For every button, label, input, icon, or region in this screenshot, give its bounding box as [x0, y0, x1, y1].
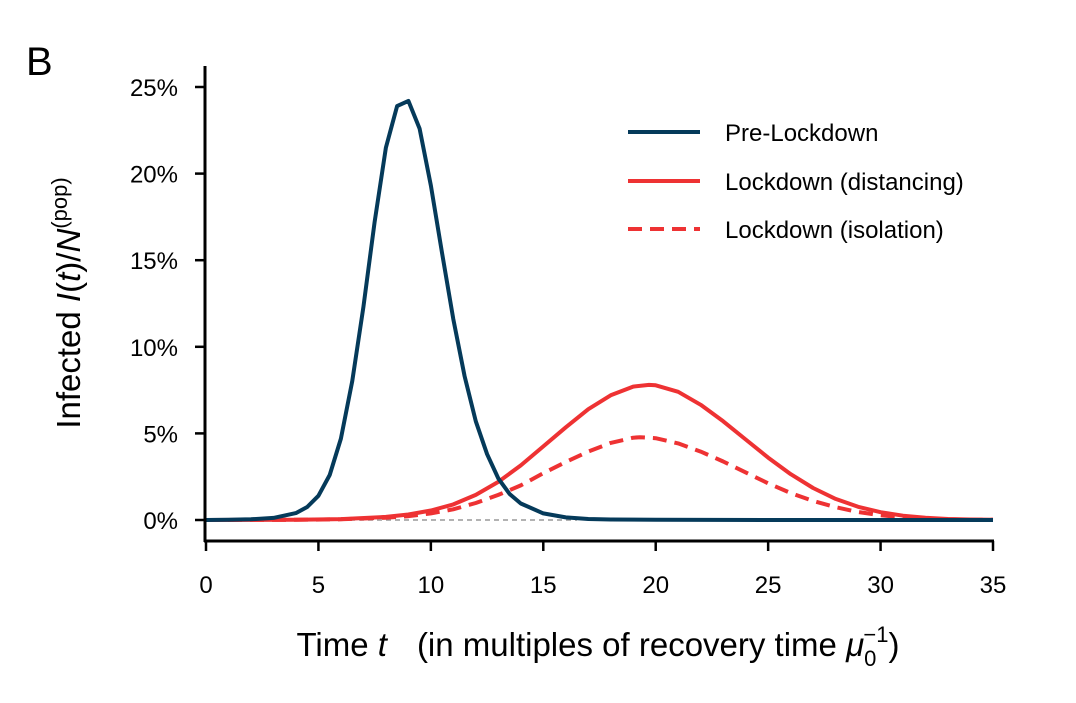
- y-axis-title-var-t: t: [50, 271, 87, 282]
- x-ticks: 0 5 10 15 20 25 30 35: [199, 541, 1006, 599]
- legend-label-pre-lockdown: Pre-Lockdown: [725, 120, 878, 147]
- y-tick-label: 15%: [130, 248, 178, 275]
- x-axis-title-suffix: ): [889, 626, 900, 663]
- x-tick-label: 25: [755, 572, 782, 599]
- y-tick-label: 25%: [130, 75, 178, 102]
- y-axis-title-superscript: (pop): [47, 177, 72, 228]
- x-axis-title: Time t (in multiples of recovery time μ0−…: [296, 622, 899, 671]
- y-ticks: 0% 5% 10% 15% 20% 25%: [130, 75, 205, 535]
- x-axis-title-middle: (in multiples of recovery time: [417, 626, 846, 663]
- x-axis-title-mu: μ: [845, 626, 864, 663]
- x-axis-title-prefix: Time: [296, 626, 377, 663]
- x-axis-title-variable: t: [378, 626, 389, 663]
- y-axis-title: Infected I(t)/N(pop): [47, 177, 87, 428]
- y-axis-title-paren-open: (: [50, 282, 87, 293]
- x-tick-label: 5: [312, 572, 325, 599]
- legend-label-lockdown-isolation: Lockdown (isolation): [725, 217, 944, 244]
- y-axis-title-var-i: I: [50, 293, 87, 302]
- panel-label: B: [26, 40, 53, 84]
- x-axis-title-superscript: −1: [863, 622, 888, 647]
- y-axis-title-paren-close: )/: [50, 252, 87, 273]
- y-tick-label: 0%: [143, 508, 178, 535]
- series-line-lockdown-isolation: [205, 435, 994, 522]
- y-tick-label: 5%: [143, 421, 178, 448]
- y-axis-title-var-n: N: [50, 229, 87, 253]
- x-tick-label: 15: [530, 572, 557, 599]
- x-tick-label: 35: [980, 572, 1007, 599]
- y-axis-title-prefix: Infected: [50, 302, 87, 429]
- series-line-pre-lockdown: [205, 98, 993, 522]
- y-tick-label: 10%: [130, 335, 178, 362]
- plot-lines: [205, 98, 994, 522]
- series-line-lockdown-distancing: [205, 382, 994, 522]
- x-tick-label: 10: [418, 572, 445, 599]
- x-axis-title-subscript: 0: [864, 646, 876, 671]
- x-tick-label: 20: [642, 572, 669, 599]
- legend-label-lockdown-distancing: Lockdown (distancing): [725, 169, 964, 196]
- y-tick-label: 20%: [130, 162, 178, 189]
- x-tick-label: 30: [867, 572, 894, 599]
- x-tick-label: 0: [199, 572, 212, 599]
- legend: Pre-Lockdown Lockdown (distancing) Lockd…: [628, 120, 964, 244]
